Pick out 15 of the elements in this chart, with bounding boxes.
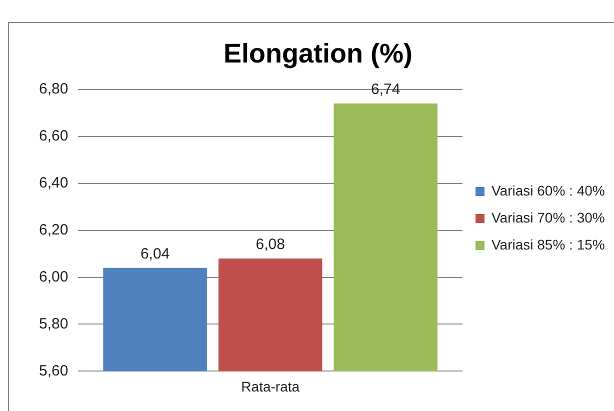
y-tick-label: 5,60	[38, 362, 68, 380]
legend-label: Variasi 60% : 40%	[492, 182, 605, 198]
data-label: 6,04	[140, 246, 170, 263]
chart-title: Elongation (%)	[224, 38, 412, 69]
y-tick-label: 6,00	[38, 268, 68, 286]
legend-label: Variasi 70% : 30%	[492, 209, 605, 226]
y-tick-label: 6,60	[38, 128, 68, 145]
y-tick-label: 6,80	[38, 80, 68, 98]
data-label: 6,74	[371, 81, 400, 98]
y-tick-label: 5,80	[38, 315, 68, 332]
legend-label: Variasi 85% : 15%	[492, 236, 605, 252]
data-label: 6,08	[256, 236, 285, 254]
y-tick-label: 6,20	[38, 221, 68, 238]
y-tick-label: 6,40	[38, 174, 68, 192]
x-tick-label: Rata-rata	[241, 378, 300, 394]
